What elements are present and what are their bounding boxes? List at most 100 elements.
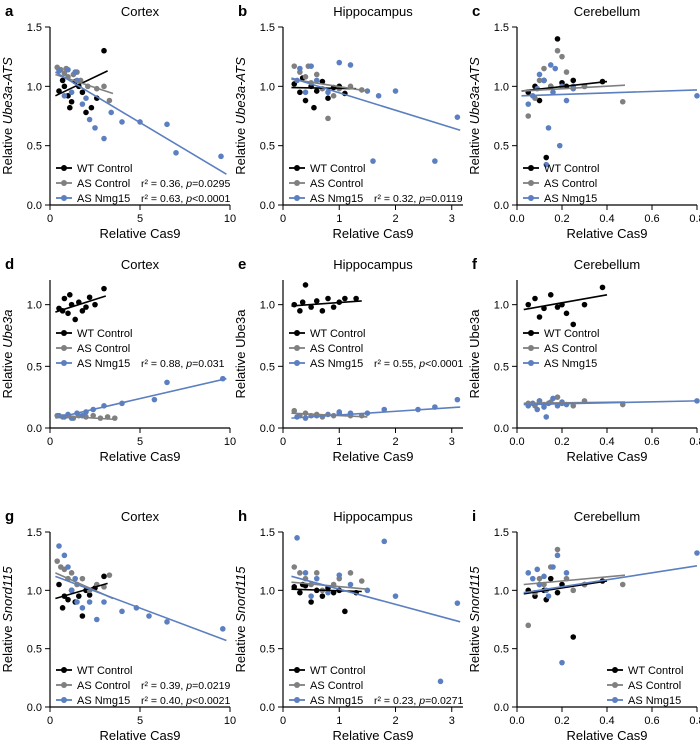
panel-b: b Hippocampus 0.0 0.5 1.0 1.5 0 1 2 3 Relative Cas… (233, 3, 463, 241)
x-tick-label: 0 (47, 715, 53, 727)
x-tick-label: 0.6 (644, 213, 659, 225)
fit-line-as-nmg15 (523, 565, 698, 594)
chart-title: Cerebellum (574, 509, 640, 524)
panel-f: f Cerebellum 0.0 0.5 1.0 0.0 0.2 0.4 0.6 0.8 Relat… (467, 256, 700, 464)
legend-stat-p: <0.0001 (425, 358, 463, 370)
fit-line-as-nmg15 (523, 400, 698, 406)
y-axis-label-gene: Snord115 (0, 566, 15, 622)
point-wt-control (308, 304, 314, 310)
point-as-nmg15 (164, 379, 170, 386)
legend-stat-p: =0.0219 (192, 680, 230, 692)
legend-marker (612, 697, 618, 703)
legend-label: AS Control (544, 178, 597, 190)
legend: WT Control AS Control r² = 0.39, p=0.0219 A… (56, 665, 230, 707)
y-tick-label: 0.5 (494, 361, 509, 373)
x-tick-label: 5 (137, 213, 143, 225)
legend-marker (294, 180, 300, 186)
point-wt-control (61, 83, 68, 90)
point-wt-control (83, 304, 89, 310)
point-as-nmg15 (541, 573, 547, 580)
point-as-nmg15 (536, 71, 543, 78)
point-as-nmg15 (547, 62, 554, 68)
legend-stat: r² = 0.88, p=0.031 (141, 358, 225, 370)
point-as-nmg15 (68, 89, 75, 96)
y-axis-label-gene: Ube3a (467, 309, 482, 348)
point-as-nmg15 (308, 63, 314, 69)
panel-letter: h (238, 508, 247, 525)
legend-label: AS Nmg15 (310, 193, 363, 205)
y-axis-label-gene: Ube3a (0, 310, 15, 348)
point-as-control (559, 53, 565, 60)
point-as-nmg15 (347, 581, 354, 588)
legend-label: AS Nmg15 (77, 193, 130, 205)
y-tick-label: 1.0 (494, 585, 509, 597)
fit-line-wt-control (523, 580, 608, 595)
y-tick-label: 1.0 (494, 81, 509, 93)
point-as-nmg15 (86, 116, 93, 123)
y-tick-label: 1.5 (260, 22, 275, 34)
point-as-nmg15 (325, 589, 331, 596)
legend: WT Control AS Control r² = 0.36, p=0.0295 A… (56, 163, 230, 205)
y-tick-label: 1.5 (260, 527, 275, 539)
x-tick-label: 2 (392, 213, 398, 225)
legend-marker (61, 682, 67, 688)
y-axis-label: Relative Snord115 (467, 566, 482, 673)
point-wt-control (101, 285, 107, 292)
point-as-control (570, 403, 577, 409)
point-as-control (570, 587, 577, 594)
point-as-control (106, 572, 113, 578)
point-wt-control (547, 292, 554, 298)
x-tick-label: 0 (280, 436, 286, 448)
legend-marker (61, 360, 67, 366)
chart-title: Cortex (121, 4, 160, 19)
point-as-control (297, 570, 303, 576)
point-as-nmg15 (336, 409, 343, 415)
point-wt-control (319, 308, 326, 314)
point-wt-control (599, 284, 606, 291)
point-wt-control (65, 310, 71, 317)
point-wt-control (308, 599, 314, 605)
point-wt-control (325, 295, 331, 302)
point-wt-control (554, 304, 561, 310)
point-as-nmg15 (83, 95, 89, 101)
y-tick-label: 0.5 (260, 141, 275, 153)
x-tick-label: 2 (392, 436, 398, 448)
panel-letter: i (472, 508, 476, 525)
point-as-nmg15 (79, 101, 86, 107)
legend: WT Control AS Control AS Nmg15 r² = 0.88, p… (56, 328, 225, 370)
point-as-nmg15 (381, 538, 388, 545)
x-axis-label: Relative Cas9 (567, 449, 648, 464)
point-as-control (554, 546, 561, 553)
chart-title: Cortex (121, 257, 160, 272)
y-axis-label: Relative Ube3a (467, 309, 482, 399)
legend-marker (61, 345, 67, 351)
legend-stat-p: <0.0021 (192, 695, 230, 707)
plot-area (54, 543, 227, 642)
legend-stat-p-symbol: p (418, 358, 425, 370)
legend-stat-p-symbol: p (185, 358, 192, 370)
point-as-nmg15 (525, 570, 532, 576)
point-as-nmg15 (550, 89, 556, 96)
point-as-control (112, 415, 118, 421)
point-as-nmg15 (563, 97, 570, 104)
y-axis-label-prefix: Relative (0, 622, 15, 673)
x-axis-label: Relative Cas9 (333, 226, 414, 241)
point-as-nmg15 (534, 406, 541, 413)
point-wt-control (330, 304, 337, 310)
panel-e: e Hippocampus 0.0 0.5 1.0 0 1 2 3 Relative Cas9 Re… (233, 256, 463, 464)
y-axis-label-prefix: Relative (233, 622, 248, 673)
y-tick-label: 0.0 (27, 702, 42, 714)
panel-d: d Cortex 0.0 0.5 1.0 0 5 10 Relative Cas9 Relativ… (0, 256, 236, 464)
point-as-control (358, 578, 365, 584)
point-as-nmg15 (119, 608, 125, 615)
point-wt-control (313, 298, 320, 304)
legend-label: AS Nmg15 (77, 358, 130, 370)
point-as-nmg15 (543, 414, 550, 420)
x-tick-label: 0.2 (554, 715, 569, 727)
point-as-nmg15 (392, 593, 399, 599)
plot-area (523, 546, 700, 666)
point-wt-control (67, 104, 73, 111)
legend-stat-p-symbol: p (418, 193, 425, 205)
plot-area (54, 47, 227, 175)
legend-stat-p: =0.0119 (425, 193, 463, 205)
